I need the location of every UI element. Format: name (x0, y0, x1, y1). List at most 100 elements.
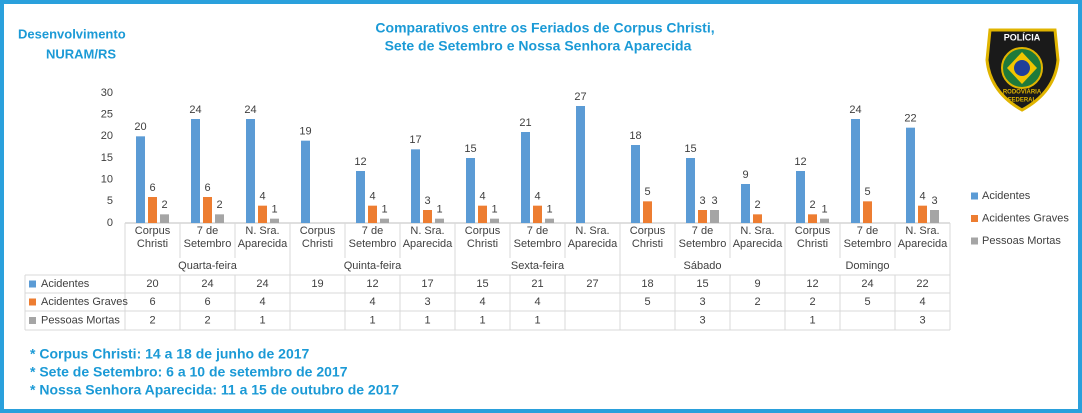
x-tick-label: N. Sra. Aparecida (237, 225, 288, 250)
x-tick-label-box: Corpus Christi (630, 225, 665, 250)
data-label: 24 (189, 104, 201, 116)
table-cell: 1 (259, 314, 265, 326)
table-cell: 5 (644, 296, 650, 308)
x-tick-label: 7 de Setembro (843, 225, 892, 250)
table-cell: 6 (204, 296, 210, 308)
bar (545, 218, 554, 223)
data-label: 27 (574, 91, 586, 103)
table-cell: 12 (366, 278, 378, 290)
table-cell: 2 (149, 314, 155, 326)
data-label: 1 (271, 204, 277, 216)
table-cell: 24 (861, 278, 873, 290)
table-cell: 2 (754, 296, 760, 308)
x-tick-label: Corpus Christi (299, 225, 336, 250)
legend-swatch (29, 298, 36, 306)
x-tick-label-box: N. Sra. Aparecida (237, 225, 288, 250)
bar (753, 214, 762, 223)
data-label: 21 (519, 117, 531, 129)
group-label: Sábado (684, 260, 722, 272)
bar (686, 158, 695, 223)
bar (191, 119, 200, 223)
table-row-label: Acidentes Graves (41, 296, 128, 308)
data-label: 9 (742, 169, 748, 181)
data-label: 12 (794, 156, 806, 168)
y-tick-label: 30 (101, 87, 113, 99)
legend-label: Pessoas Mortas (982, 235, 1061, 247)
bar (160, 214, 169, 223)
data-label: 22 (904, 113, 916, 125)
table-cell: 1 (479, 314, 485, 326)
table-cell: 2 (809, 296, 815, 308)
bar (380, 218, 389, 223)
bar (136, 136, 145, 223)
header-line: NURAM/RS (46, 46, 116, 61)
bar (710, 210, 719, 223)
bar (435, 218, 444, 223)
footnote: * Sete de Setembro: 6 a 10 de setembro d… (30, 364, 348, 380)
table-cell: 3 (919, 314, 925, 326)
x-tick-label: 7 de Setembro (183, 225, 232, 250)
table-cell: 3 (424, 296, 430, 308)
data-label: 5 (644, 186, 650, 198)
bar (521, 132, 530, 223)
x-tick-label-box: Corpus Christi (465, 225, 500, 250)
bar (258, 205, 267, 223)
table-cell: 4 (259, 296, 265, 308)
x-tick-label-box: Corpus Christi (135, 225, 170, 250)
data-label: 1 (436, 204, 442, 216)
data-label: 3 (931, 195, 937, 207)
data-label: 2 (161, 199, 167, 211)
data-label: 5 (864, 186, 870, 198)
legend-label: Acidentes (982, 190, 1031, 202)
x-tick-label-box: 7 de Setembro (183, 225, 232, 250)
legend-swatch (971, 237, 978, 245)
table-cell: 24 (201, 278, 213, 290)
table-cell: 18 (641, 278, 653, 290)
bar (148, 197, 157, 223)
badge-text: POLÍCIA (1004, 32, 1041, 42)
group-label: Sexta-feira (511, 260, 565, 272)
x-tick-label: 7 de Setembro (348, 225, 397, 250)
group-label: Quarta-feira (178, 260, 238, 272)
data-label: 3 (424, 195, 430, 207)
bar (411, 149, 420, 223)
table-cell: 2 (204, 314, 210, 326)
legend-swatch (971, 192, 978, 200)
data-label: 4 (534, 191, 540, 203)
bar (851, 119, 860, 223)
bar (741, 184, 750, 223)
badge-text: RODOVIÁRIA (1003, 89, 1042, 96)
footnote: * Corpus Christi: 14 a 18 de junho de 20… (30, 346, 310, 362)
bar (466, 158, 475, 223)
table-cell: 1 (534, 314, 540, 326)
data-label: 20 (134, 121, 146, 133)
table-cell: 15 (696, 278, 708, 290)
data-label: 4 (259, 191, 265, 203)
x-tick-label-box: Corpus Christi (795, 225, 830, 250)
data-label: 15 (684, 143, 696, 155)
bar (796, 171, 805, 223)
data-label: 1 (491, 204, 497, 216)
legend-swatch (971, 215, 978, 222)
x-tick-label: N. Sra. Aparecida (402, 225, 453, 250)
bar (533, 205, 542, 223)
table-cell: 21 (531, 278, 543, 290)
x-tick-label-box: N. Sra. Aparecida (568, 225, 618, 250)
data-label: 12 (354, 156, 366, 168)
bar (301, 140, 310, 223)
table-cell: 1 (369, 314, 375, 326)
x-tick-label: 7 de Setembro (678, 225, 727, 250)
data-label: 2 (216, 199, 222, 211)
data-label: 18 (629, 130, 641, 142)
legend-label: Acidentes Graves (982, 212, 1069, 224)
table-cell: 1 (424, 314, 430, 326)
x-tick-label: N. Sra. Aparecida (897, 225, 948, 250)
chart-title: Comparativos entre os Feriados de Corpus… (375, 20, 714, 36)
bar (203, 197, 212, 223)
data-label: 17 (409, 134, 421, 146)
x-tick-label-box: 7 de Setembro (843, 225, 892, 250)
x-tick-label-box: Corpus Christi (299, 225, 336, 250)
data-label: 15 (464, 143, 476, 155)
y-tick-label: 15 (101, 152, 113, 164)
table-row-label: Acidentes (41, 278, 90, 290)
